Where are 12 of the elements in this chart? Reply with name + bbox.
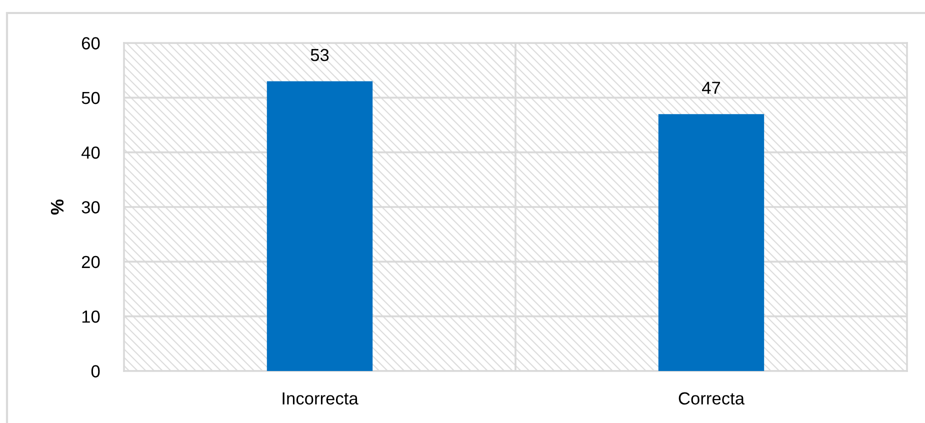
y-axis-title: %: [50, 199, 64, 215]
y-tick-label: 20: [82, 256, 100, 268]
y-tick-label: 60: [82, 37, 100, 50]
x-tick-label: Incorrecta: [282, 392, 358, 405]
y-tick-label: 40: [81, 146, 100, 159]
data-label: 53: [310, 48, 329, 62]
y-tick-label: 10: [82, 310, 100, 323]
y-tick-label: 30: [82, 201, 100, 214]
y-tick-label: 0: [91, 365, 100, 378]
x-tick-label: Correcta: [678, 392, 745, 405]
data-label: 47: [702, 82, 720, 94]
y-tick-label: 50: [82, 92, 100, 104]
